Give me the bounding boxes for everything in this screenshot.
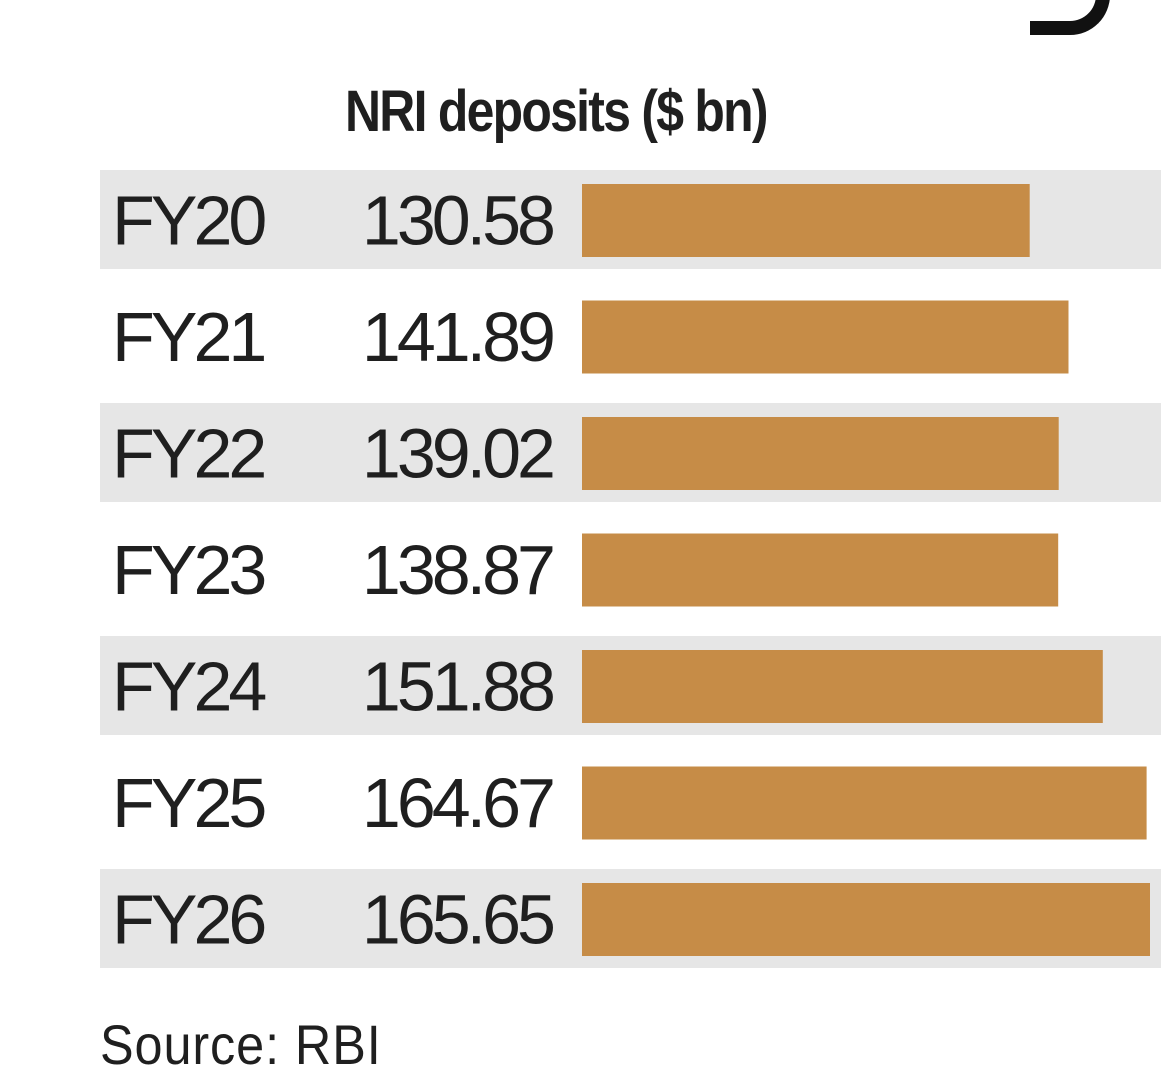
bar-fy25: [582, 766, 1147, 840]
bar-fy20: [582, 184, 1030, 257]
value-label-fy22: 139.02: [362, 415, 553, 493]
value-label-fy23: 138.87: [362, 531, 553, 609]
category-label-fy23: FY23: [112, 531, 264, 609]
value-label-fy24: 151.88: [362, 648, 553, 726]
value-label-fy21: 141.89: [362, 298, 553, 376]
category-label-fy20: FY20: [112, 182, 265, 260]
category-label-fy25: FY25: [112, 764, 264, 842]
category-label-fy22: FY22: [112, 415, 264, 493]
chart-title: NRI deposits ($ bn): [345, 79, 769, 144]
bar-fy26: [582, 883, 1150, 956]
value-label-fy25: 164.67: [362, 764, 553, 842]
category-label-fy26: FY26: [112, 881, 264, 959]
source-note: Source: RBI: [100, 1013, 382, 1076]
bar-fy24: [582, 650, 1103, 723]
bar-fy21: [582, 300, 1069, 374]
value-label-fy26: 165.65: [362, 881, 553, 959]
category-label-fy24: FY24: [112, 648, 265, 726]
bar-fy22: [582, 417, 1059, 490]
value-label-fy20: 130.58: [362, 182, 553, 260]
bar-fy23: [582, 533, 1059, 607]
category-label-fy21: FY21: [112, 298, 264, 376]
